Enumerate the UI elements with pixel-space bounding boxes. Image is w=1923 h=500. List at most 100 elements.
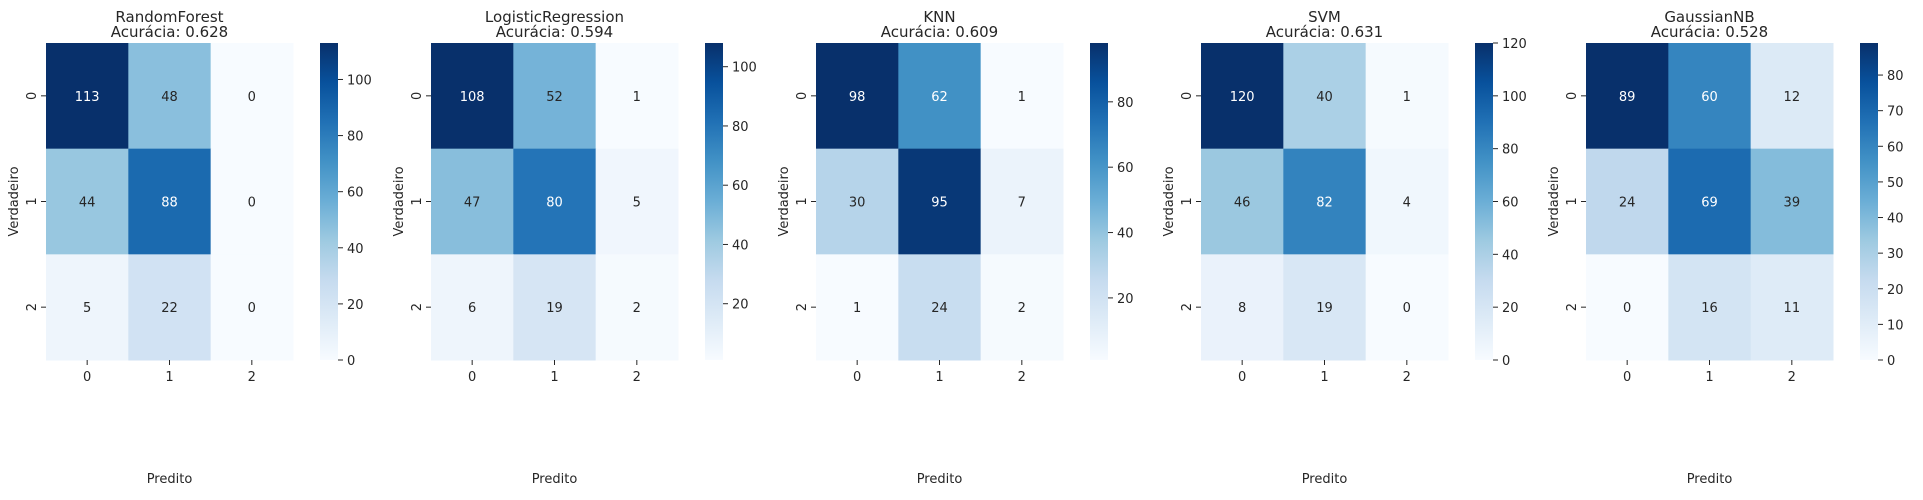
heatmap-cell <box>128 148 212 255</box>
cell-value-label: 39 <box>1784 196 1801 211</box>
colorbar-tick-label: 0 <box>1887 354 1895 369</box>
colorbar-tick-label: 40 <box>1887 212 1904 227</box>
heatmap-cell <box>1668 43 1752 150</box>
x-tick-label: 2 <box>1403 370 1411 385</box>
heatmap-cell <box>595 43 679 150</box>
chart-title: SVM <box>1308 8 1341 26</box>
heatmap-cell <box>1586 148 1669 255</box>
cell-value-label: 1 <box>853 301 861 316</box>
heatmap-cell <box>1750 43 1834 150</box>
colorbar-tick-label: 60 <box>732 179 749 194</box>
x-tick-label: 1 <box>165 370 173 385</box>
cell-value-label: 0 <box>248 301 256 316</box>
chart-title: GaussianNB <box>1664 8 1754 26</box>
cell-value-label: 22 <box>161 301 178 316</box>
x-tick-label: 0 <box>1623 370 1631 385</box>
cell-value-label: 69 <box>1701 196 1718 211</box>
heatmap-cell <box>816 43 899 150</box>
y-tick-label: 0 <box>1565 92 1580 100</box>
y-axis-label: Verdadeiro <box>392 166 407 236</box>
heatmap-cell <box>980 254 1064 361</box>
cell-value-label: 52 <box>546 90 563 105</box>
cell-value-label: 24 <box>1619 196 1636 211</box>
heatmap-cell <box>1365 254 1449 361</box>
cell-value-label: 113 <box>75 90 100 105</box>
heatmap-cell <box>1750 148 1834 255</box>
x-tick-label: 2 <box>1018 370 1026 385</box>
cell-value-label: 2 <box>633 301 641 316</box>
cell-value-label: 1 <box>1018 90 1026 105</box>
colorbar-tick-label: 80 <box>1502 143 1519 158</box>
x-tick-label: 1 <box>1705 370 1713 385</box>
cell-value-label: 0 <box>248 196 256 211</box>
heatmap-cell <box>816 254 899 361</box>
colorbar-tick-label: 40 <box>1502 248 1519 263</box>
cell-value-label: 46 <box>1234 196 1251 211</box>
colorbar-tick-label: 100 <box>1502 90 1527 105</box>
cell-value-label: 2 <box>1018 301 1026 316</box>
y-tick-label: 0 <box>795 92 810 100</box>
x-tick-label: 0 <box>83 370 91 385</box>
heatmap-cell <box>1365 148 1449 255</box>
chart-subtitle: Acurácia: 0.628 <box>111 23 228 41</box>
y-axis-label: Verdadeiro <box>7 166 22 236</box>
cell-value-label: 60 <box>1701 90 1718 105</box>
cell-value-label: 89 <box>1619 90 1636 105</box>
y-tick-label: 2 <box>795 303 810 311</box>
cell-value-label: 4 <box>1403 196 1411 211</box>
heatmap-cell <box>980 43 1064 150</box>
cell-value-label: 6 <box>468 301 476 316</box>
x-axis-label: Predito <box>1687 472 1733 487</box>
heatmap-cell <box>431 148 514 255</box>
colorbar-tick-label: 100 <box>732 61 757 76</box>
heatmap-cell <box>46 254 129 361</box>
x-tick-label: 2 <box>1788 370 1796 385</box>
cell-value-label: 120 <box>1230 90 1255 105</box>
colorbar-tick-label: 70 <box>1887 105 1904 120</box>
cell-value-label: 82 <box>1316 196 1333 211</box>
heatmap-cell <box>980 148 1064 255</box>
chart-title: KNN <box>923 8 955 26</box>
x-tick-label: 2 <box>633 370 641 385</box>
colorbar-tick-label: 80 <box>1117 96 1134 111</box>
colorbar <box>1860 43 1878 360</box>
y-tick-label: 2 <box>1565 303 1580 311</box>
cell-value-label: 98 <box>849 90 866 105</box>
heatmap-cell <box>1283 254 1367 361</box>
y-tick-label: 1 <box>25 197 40 205</box>
heatmap-cell <box>46 43 129 150</box>
colorbar-tick-label: 60 <box>347 186 364 201</box>
heatmap-cell <box>898 43 982 150</box>
colorbar-tick-label: 0 <box>1502 354 1510 369</box>
cell-value-label: 5 <box>633 196 641 211</box>
heatmap-cell <box>595 254 679 361</box>
heatmap-cell <box>431 254 514 361</box>
y-axis-label: Verdadeiro <box>1547 166 1562 236</box>
cell-value-label: 95 <box>931 196 948 211</box>
y-tick-label: 2 <box>25 303 40 311</box>
cell-value-label: 47 <box>464 196 481 211</box>
colorbar-tick-label: 40 <box>347 242 364 257</box>
x-axis-label: Predito <box>147 472 193 487</box>
y-tick-label: 1 <box>795 197 810 205</box>
heatmap-cell <box>595 148 679 255</box>
heatmap-cell <box>1750 254 1834 361</box>
colorbar <box>705 43 723 360</box>
colorbar <box>1090 43 1108 360</box>
x-tick-label: 0 <box>468 370 476 385</box>
colorbar-tick-label: 60 <box>1117 161 1134 176</box>
cell-value-label: 16 <box>1701 301 1718 316</box>
cell-value-label: 30 <box>849 196 866 211</box>
y-tick-label: 0 <box>25 92 40 100</box>
heatmap-cell <box>128 43 212 150</box>
colorbar-tick-label: 60 <box>1502 196 1519 211</box>
heatmap-cell <box>1668 148 1752 255</box>
colorbar-tick-label: 60 <box>1887 140 1904 155</box>
y-tick-label: 0 <box>1180 92 1195 100</box>
heatmap-cell <box>1586 254 1669 361</box>
heatmap-cell <box>898 254 982 361</box>
y-tick-label: 0 <box>410 92 425 100</box>
cell-value-label: 19 <box>546 301 563 316</box>
cell-value-label: 62 <box>931 90 948 105</box>
